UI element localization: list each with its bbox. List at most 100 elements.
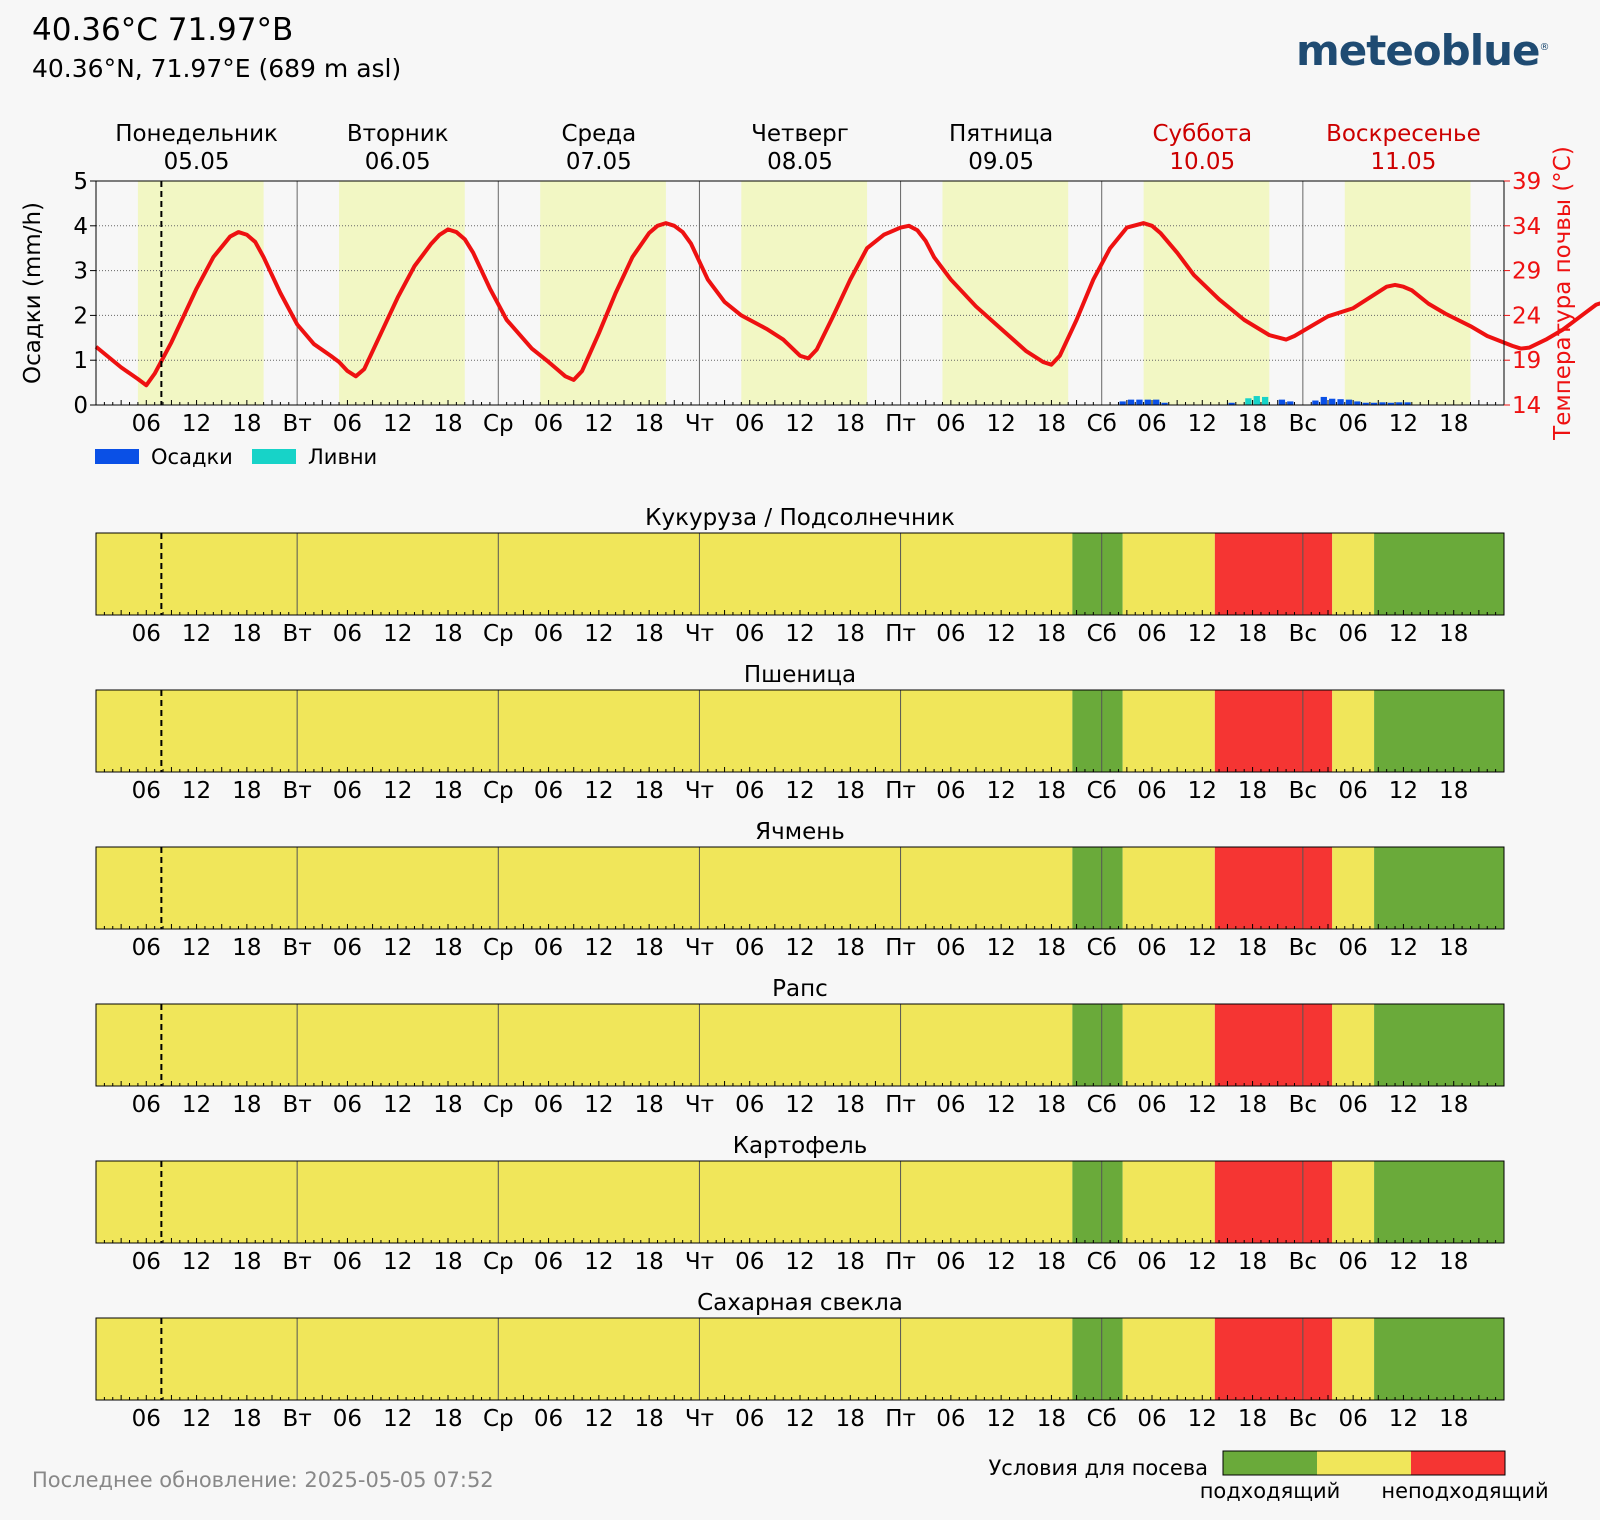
x-hour-label: 06 [936, 1092, 965, 1118]
y-tick-label-right: 39 [1512, 169, 1541, 195]
x-day-label: Вт [283, 621, 312, 647]
day-date-header: 07.05 [566, 149, 632, 175]
precip-bar [1329, 398, 1336, 405]
x-day-label: Ср [483, 1092, 514, 1118]
sowing-segment-suitable [1072, 847, 1123, 929]
x-hour-label: 12 [1389, 621, 1418, 647]
x-hour-label: 06 [534, 621, 563, 647]
sowing-segment-medium [1122, 690, 1215, 772]
x-hour-label: 12 [987, 1092, 1016, 1118]
x-day-label: Вс [1289, 778, 1317, 804]
day-date-header: 06.05 [365, 149, 431, 175]
x-day-label: Пт [885, 621, 916, 647]
x-day-label: Сб [1087, 1249, 1117, 1275]
x-hour-label: 12 [1188, 1406, 1217, 1432]
x-hour-label: 06 [735, 1092, 764, 1118]
x-hour-label: 12 [584, 1406, 613, 1432]
x-hour-label: 18 [635, 1406, 664, 1432]
x-hour-label: 12 [987, 621, 1016, 647]
sowing-segment-medium [96, 690, 1073, 772]
x-day-label: Сб [1087, 778, 1117, 804]
x-day-label: Вс [1289, 1406, 1317, 1432]
x-hour-label: 18 [433, 411, 462, 437]
precip-bar [1136, 399, 1143, 405]
sowing-legend-unsuitable-label: неподходящий [1381, 1479, 1548, 1503]
x-hour-label: 12 [987, 1406, 1016, 1432]
x-hour-label: 12 [182, 935, 211, 961]
x-hour-label: 18 [1439, 621, 1468, 647]
x-hour-label: 06 [1137, 621, 1166, 647]
x-hour-label: 06 [1339, 1406, 1368, 1432]
x-hour-label: 12 [383, 1406, 412, 1432]
x-hour-label: 12 [1188, 1092, 1217, 1118]
x-day-label: Вс [1289, 935, 1317, 961]
x-hour-label: 12 [584, 621, 613, 647]
daylight-band [540, 181, 666, 405]
x-hour-label: 18 [232, 411, 261, 437]
x-hour-label: 12 [785, 935, 814, 961]
day-name-header: Пятница [949, 121, 1053, 147]
x-hour-label: 12 [1389, 1092, 1418, 1118]
x-hour-label: 12 [785, 411, 814, 437]
day-date-header: 05.05 [164, 149, 230, 175]
x-day-label: Вс [1289, 1092, 1317, 1118]
sowing-segment-suitable [1072, 690, 1123, 772]
x-hour-label: 12 [1389, 1249, 1418, 1275]
legend-shower-label: Ливни [308, 445, 377, 469]
x-hour-label: 06 [1137, 411, 1166, 437]
x-hour-label: 12 [584, 935, 613, 961]
x-hour-label: 18 [1439, 935, 1468, 961]
crop-title: Пшеница [744, 662, 856, 688]
x-hour-label: 12 [1389, 1406, 1418, 1432]
precip-bar [1161, 402, 1168, 405]
x-hour-label: 18 [836, 935, 865, 961]
sowing-segment-medium [96, 1161, 1073, 1243]
sowing-segment-suitable [1374, 533, 1504, 615]
daylight-band [1344, 181, 1471, 405]
x-hour-label: 06 [534, 935, 563, 961]
y-axis-title-right: Температура почвы (°C) [1550, 146, 1576, 441]
sowing-segment-medium [96, 533, 1073, 615]
x-day-label: Пт [885, 778, 916, 804]
x-hour-label: 18 [232, 778, 261, 804]
precip-bar [1278, 399, 1286, 405]
sowing-segment-medium [1332, 1161, 1375, 1243]
sowing-segment-medium [96, 847, 1073, 929]
x-hour-label: 18 [836, 1249, 865, 1275]
sowing-segment-unsuitable [1214, 1318, 1333, 1400]
x-hour-label: 18 [836, 778, 865, 804]
day-name-header: Воскресенье [1326, 121, 1481, 147]
x-hour-label: 12 [987, 411, 1016, 437]
x-hour-label: 06 [534, 1092, 563, 1118]
x-hour-label: 18 [1238, 1406, 1267, 1432]
x-hour-label: 18 [433, 1406, 462, 1432]
x-hour-label: 06 [1339, 411, 1368, 437]
x-hour-label: 18 [433, 1249, 462, 1275]
sowing-segment-suitable [1072, 1318, 1123, 1400]
x-hour-label: 12 [182, 1406, 211, 1432]
location-title: 40.36°C 71.97°В [32, 12, 294, 48]
sowing-legend-swatch-suitable [1223, 1451, 1317, 1475]
x-day-label: Ср [483, 1249, 514, 1275]
x-day-label: Пт [885, 1406, 916, 1432]
x-hour-label: 18 [232, 1406, 261, 1432]
x-hour-label: 06 [333, 1406, 362, 1432]
x-hour-label: 18 [1037, 621, 1066, 647]
x-day-label: Вт [283, 411, 312, 437]
legend-precip-swatch [95, 449, 139, 464]
x-day-label: Вт [283, 1406, 312, 1432]
meteoblue-logo[interactable]: meteoblue® [1296, 26, 1550, 75]
x-hour-label: 12 [182, 1092, 211, 1118]
x-hour-label: 06 [735, 1249, 764, 1275]
precip-bar [1253, 396, 1260, 405]
x-hour-label: 12 [785, 778, 814, 804]
day-date-header: 09.05 [968, 149, 1034, 175]
sowing-segment-suitable [1072, 1161, 1123, 1243]
x-hour-label: 12 [1188, 778, 1217, 804]
sowing-segment-medium [1122, 533, 1215, 615]
x-hour-label: 06 [132, 411, 161, 437]
logo-registered-mark: ® [1539, 42, 1550, 53]
x-hour-label: 18 [1238, 621, 1267, 647]
x-hour-label: 12 [785, 1406, 814, 1432]
